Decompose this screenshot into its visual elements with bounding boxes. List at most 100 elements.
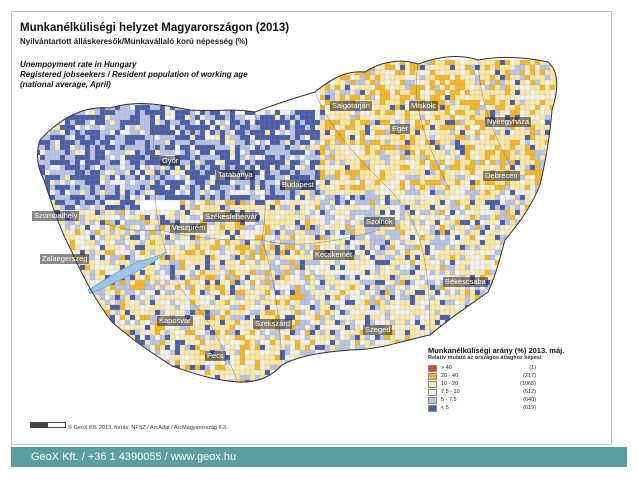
- municipality-cell: [104, 164, 111, 171]
- municipality-cell: [244, 339, 251, 346]
- municipality-cell: [309, 229, 316, 236]
- municipality-cell: [104, 129, 111, 136]
- municipality-cell: [54, 169, 61, 176]
- municipality-cell: [549, 164, 556, 171]
- municipality-cell: [144, 224, 151, 231]
- municipality-cell: [124, 239, 131, 246]
- municipality-cell: [479, 139, 486, 146]
- municipality-cell: [309, 204, 316, 211]
- municipality-cell: [249, 329, 256, 336]
- municipality-cell: [329, 164, 336, 171]
- municipality-cell: [119, 289, 126, 296]
- municipality-cell: [299, 154, 306, 161]
- municipality-cell: [144, 369, 151, 376]
- municipality-cell: [294, 374, 301, 381]
- municipality-cell: [359, 189, 366, 196]
- municipality-cell: [244, 279, 251, 286]
- municipality-cell: [479, 199, 486, 206]
- municipality-cell: [524, 74, 531, 81]
- municipality-cell: [134, 294, 141, 301]
- municipality-cell: [389, 59, 396, 66]
- municipality-cell: [214, 104, 221, 111]
- municipality-cell: [399, 154, 406, 161]
- municipality-cell: [219, 194, 226, 201]
- municipality-cell: [89, 209, 96, 216]
- municipality-cell: [499, 64, 506, 71]
- municipality-cell: [189, 124, 196, 131]
- municipality-cell: [239, 379, 246, 383]
- municipality-cell: [349, 64, 356, 71]
- municipality-cell: [324, 174, 331, 181]
- municipality-cell: [469, 244, 476, 251]
- municipality-cell: [529, 179, 536, 186]
- municipality-cell: [384, 249, 391, 256]
- municipality-cell: [104, 114, 111, 121]
- municipality-cell: [84, 314, 91, 321]
- municipality-cell: [194, 284, 201, 291]
- municipality-cell: [279, 334, 286, 341]
- municipality-cell: [509, 94, 516, 101]
- municipality-cell: [479, 204, 486, 211]
- municipality-cell: [284, 349, 291, 356]
- municipality-cell: [139, 249, 146, 256]
- municipality-cell: [84, 124, 91, 131]
- municipality-cell: [404, 244, 411, 251]
- municipality-cell: [74, 304, 81, 311]
- municipality-cell: [200, 385, 205, 390]
- municipality-cell: [44, 204, 51, 211]
- municipality-cell: [384, 79, 391, 86]
- municipality-cell: [104, 184, 111, 191]
- municipality-cell: [119, 179, 126, 186]
- municipality-cell: [119, 109, 126, 116]
- municipality-cell: [139, 179, 146, 186]
- municipality-cell: [354, 74, 361, 81]
- municipality-cell: [244, 334, 251, 341]
- municipality-cell: [339, 129, 346, 136]
- municipality-cell: [44, 154, 51, 161]
- municipality-cell: [89, 104, 96, 111]
- municipality-cell: [119, 299, 126, 306]
- municipality-cell: [134, 184, 141, 191]
- municipality-cell: [194, 149, 201, 156]
- municipality-cell: [37, 99, 41, 106]
- municipality-cell: [294, 309, 301, 316]
- municipality-cell: [169, 99, 176, 106]
- municipality-cell: [169, 179, 176, 186]
- municipality-cell: [74, 244, 81, 251]
- municipality-cell: [109, 299, 116, 306]
- municipality-cell: [489, 199, 496, 206]
- municipality-cell: [464, 119, 471, 126]
- municipality-cell: [229, 269, 236, 276]
- municipality-cell: [174, 294, 181, 301]
- municipality-cell: [284, 269, 291, 276]
- municipality-cell: [59, 139, 66, 146]
- municipality-cell: [369, 154, 376, 161]
- municipality-cell: [419, 204, 426, 211]
- municipality-cell: [499, 219, 506, 226]
- municipality-cell: [129, 114, 136, 121]
- municipality-cell: [169, 274, 176, 281]
- municipality-cell: [544, 94, 551, 101]
- municipality-cell: [429, 229, 436, 236]
- municipality-cell: [84, 114, 91, 121]
- municipality-cell: [209, 224, 216, 231]
- municipality-cell: [304, 249, 311, 256]
- municipality-cell: [154, 349, 161, 356]
- municipality-cell: [164, 299, 171, 306]
- municipality-cell: [469, 119, 476, 126]
- municipality-cell: [394, 239, 401, 246]
- municipality-cell: [264, 184, 271, 191]
- municipality-cell: [289, 214, 296, 221]
- municipality-cell: [424, 224, 431, 231]
- municipality-cell: [204, 139, 211, 146]
- municipality-cell: [399, 219, 406, 226]
- municipality-cell: [239, 99, 246, 106]
- municipality-cell: [39, 129, 46, 136]
- municipality-cell: [384, 169, 391, 176]
- municipality-cell: [89, 219, 96, 226]
- municipality-cell: [99, 179, 106, 186]
- municipality-cell: [324, 119, 331, 126]
- municipality-cell: [494, 159, 501, 166]
- municipality-cell: [174, 334, 181, 341]
- municipality-cell: [239, 279, 246, 286]
